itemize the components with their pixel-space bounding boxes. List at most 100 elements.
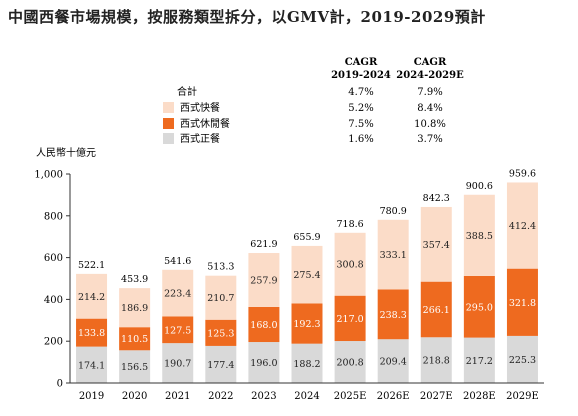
bar-value-label: 266.1 [423,305,450,316]
bar-value-label: 190.7 [164,359,191,370]
x-tick-label: 2022 [208,391,233,402]
bar-segment [162,316,194,344]
bar-total-label: 780.9 [380,206,407,217]
legend-label: 西式休閒餐 [180,117,230,130]
bar-value-label: 412.4 [509,221,536,232]
bar-value-label: 217.0 [336,314,363,325]
bar-segment [463,194,495,276]
legend-swatch [163,102,174,113]
bar-total-label: 842.3 [423,193,450,204]
bar-total-label: 621.9 [250,239,277,250]
cagr-value: 5.2% [348,103,373,114]
bar-segment [377,289,409,340]
bar-value-label: 295.0 [466,302,493,313]
bar-value-label: 218.8 [423,356,450,367]
cagr-value: 7.9% [417,87,442,98]
bar-total-label: 900.6 [466,181,493,192]
x-axis: 2019 2020 2021 2022 2023 2024 2025E 2026E 2027E 2… [70,382,544,402]
legend-label: 西式正餐 [180,132,220,145]
bar-value-label: 321.8 [509,298,536,309]
bar-value-label: 177.4 [207,360,234,371]
bar-segment [291,245,323,304]
bar-segment [248,253,280,307]
bar-value-label: 209.4 [380,357,407,368]
bar-segment [420,281,452,338]
legend-swatch [163,118,174,129]
bar-segment [162,269,194,317]
y-tick-label: 200 [44,337,63,348]
bar-segment [291,343,323,383]
bar-value-label: 214.2 [78,292,105,303]
bar-segment [205,275,237,320]
bar-value-label: 257.9 [250,275,277,286]
bar-segment [463,275,495,338]
bar-value-label: 196.0 [250,358,277,369]
y-tick-label: 0 [57,379,63,390]
bar-value-label: 156.5 [121,362,148,373]
bar-value-label: 133.8 [78,328,105,339]
y-axis: 0 200 400 600 800 1,000 [34,170,71,390]
x-tick-label: 2021 [165,391,190,402]
bar-segment [334,295,366,342]
bar-value-label: 174.1 [78,360,105,371]
cagr-value: 4.7% [348,87,373,98]
cagr-value: 1.6% [348,134,373,145]
bar-value-label: 275.4 [293,270,320,281]
x-tick-label: 2023 [251,391,276,402]
legend-swatch [163,133,174,144]
bar-value-label: 217.2 [466,356,493,367]
cagr-value: 10.8% [414,119,446,130]
chart-title: 中國西餐市場規模，按服務類型拆分，以GMV計，2019-2029預計 [8,8,486,26]
bar-segment [291,303,323,344]
cagr-value: 7.5% [348,119,373,130]
legend-total-label: 合計 [177,85,197,98]
bar-total-label: 959.6 [509,168,536,179]
bar-segment [463,337,495,383]
legend-label: 西式快餐 [180,101,220,114]
x-tick-label: 2024 [294,391,319,402]
bar-value-label: 192.3 [293,319,320,330]
y-tick-label: 600 [44,253,63,264]
cagr-header-line1: CAGR [414,57,447,68]
bar-segment [205,319,237,346]
bar-segment [248,306,280,343]
bar-value-label: 125.3 [207,328,234,339]
bar-segment [506,335,538,383]
bar-total-label: 513.3 [207,262,234,273]
bar-segment [205,345,237,383]
bar-segment [76,273,108,319]
cagr-value: 8.4% [417,103,442,114]
legend-cagr-table: CAGR 2019-2024 CAGR 2024-2029E 合計 4.7% 7.9% 西式快… [163,57,464,145]
bar-value-label: 188.2 [293,359,320,370]
x-tick-label: 2026E [377,391,410,402]
bar-total-label: 655.9 [293,232,320,243]
bar-segment [420,206,452,282]
x-tick-label: 2029E [506,391,539,402]
cagr-header-line2: 2024-2029E [396,70,464,81]
y-axis-label: 人民幣十億元 [36,146,96,159]
y-tick-label: 800 [44,211,63,222]
bar-value-label: 223.4 [164,289,191,300]
bar-value-label: 210.7 [207,293,234,304]
bar-value-label: 300.8 [336,260,363,271]
bar-segment [76,318,108,347]
x-tick-label: 2027E [420,391,453,402]
bar-segment [162,343,194,383]
bar-value-label: 238.3 [380,310,407,321]
bar-total-label: 522.1 [78,260,105,271]
bar-segment [119,288,151,328]
bar-segment [334,232,366,296]
x-tick-label: 2019 [79,391,104,402]
bar-segment [420,337,452,383]
bar-segment [377,219,409,290]
bar-value-label: 357.4 [423,240,450,251]
bar-value-label: 110.5 [121,334,148,345]
y-tick-label: 400 [44,295,63,306]
bar-value-label: 127.5 [164,325,191,336]
cagr-value: 3.7% [417,134,442,145]
bar-segment [377,339,409,383]
bar-value-label: 168.0 [250,320,277,331]
cagr-header-line2: 2019-2024 [331,70,391,81]
x-tick-label: 2020 [122,391,147,402]
